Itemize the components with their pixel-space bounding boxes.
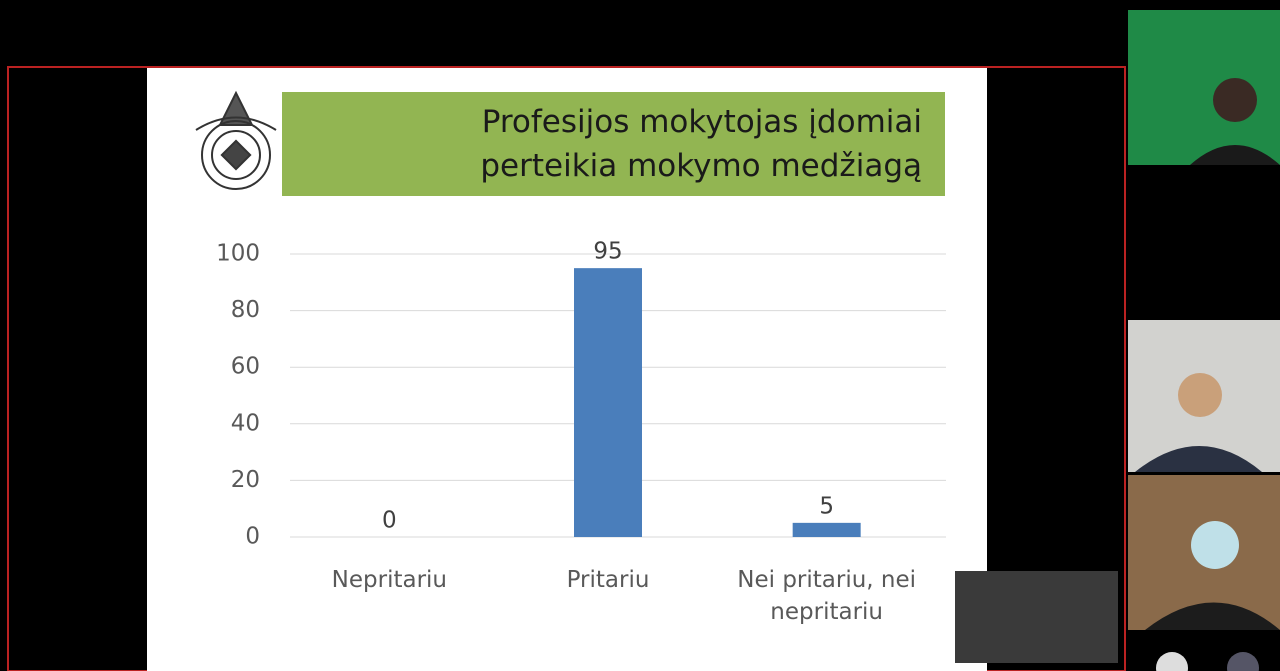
- bar: [793, 523, 861, 537]
- y-tick-label: 40: [231, 410, 260, 436]
- chart-title-box: Profesijos mokytojas įdomiai perteikia m…: [282, 92, 945, 196]
- y-tick-label: 80: [231, 297, 260, 323]
- y-tick-label: 20: [231, 467, 260, 493]
- screen: 0 20 40 60 80 100 0 95 5 Profesijos mokytojas įd…: [0, 0, 1280, 671]
- bar: [574, 268, 642, 537]
- data-label: 95: [593, 239, 622, 265]
- page: 0 20 40 60 80 100 0 95 5 Profesijos mokytojas įd…: [0, 0, 1280, 671]
- chart-title: Profesijos mokytojas įdomiai perteikia m…: [402, 100, 922, 188]
- data-label: 5: [819, 493, 834, 519]
- x-tick-label: Nei pritariu, nei nepritariu: [717, 564, 937, 628]
- y-tick-label: 0: [245, 524, 260, 550]
- data-label: 0: [382, 508, 397, 534]
- x-tick-label: Nepritariu: [279, 564, 499, 596]
- y-tick-label: 100: [216, 241, 260, 267]
- y-tick-label: 60: [231, 354, 260, 380]
- x-tick-label: Pritariu: [498, 564, 718, 596]
